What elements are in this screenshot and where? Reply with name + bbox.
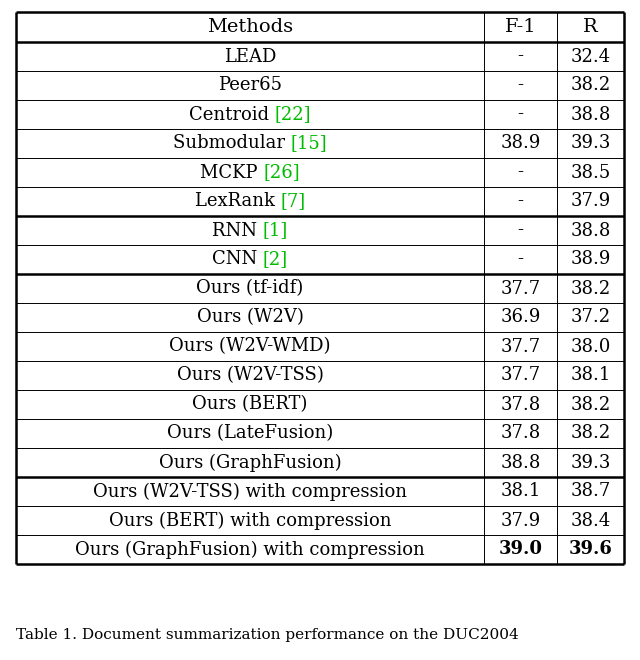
Text: LexRank: LexRank [195,193,280,211]
Text: Ours (BERT) with compression: Ours (BERT) with compression [109,512,391,529]
Text: [2]: [2] [263,251,288,269]
Text: Ours (W2V-TSS): Ours (W2V-TSS) [177,366,323,385]
Text: 38.2: 38.2 [570,77,611,94]
Text: Ours (GraphFusion) with compression: Ours (GraphFusion) with compression [75,541,425,558]
Text: R: R [583,18,598,36]
Text: 37.7: 37.7 [500,279,541,298]
Text: MCKP [26]: MCKP [26] [200,164,300,182]
Text: 37.8: 37.8 [500,395,541,414]
Text: LexRank [7]: LexRank [7] [195,193,305,211]
Text: Ours (LateFusion): Ours (LateFusion) [167,424,333,442]
Text: Centroid: Centroid [189,106,275,123]
Text: [1]: [1] [263,222,288,240]
Text: Ours (W2V-WMD): Ours (W2V-WMD) [169,337,331,356]
Text: 38.1: 38.1 [500,482,541,500]
Text: RNN: RNN [212,222,263,240]
Text: 32.4: 32.4 [570,48,611,65]
Text: Ours (W2V-TSS) with compression: Ours (W2V-TSS) with compression [93,482,407,501]
Text: Peer65: Peer65 [218,77,282,94]
Text: [2]: [2] [263,251,288,269]
Text: CNN: CNN [212,251,263,269]
Text: 38.2: 38.2 [570,279,611,298]
Text: Ours (W2V): Ours (W2V) [196,308,303,327]
Text: MCKP: MCKP [200,164,263,182]
Text: [22]: [22] [275,106,311,123]
Text: CNN [2]: CNN [2] [212,251,288,269]
Text: LexRank: LexRank [195,193,280,211]
Text: -: - [518,222,524,240]
Text: Ours (tf-idf): Ours (tf-idf) [196,279,303,298]
Text: Submodular: Submodular [173,135,291,152]
Text: RNN [1]: RNN [1] [212,222,288,240]
Text: MCKP: MCKP [200,164,263,182]
Text: 38.4: 38.4 [570,512,611,529]
Text: 38.2: 38.2 [570,424,611,442]
Text: 39.0: 39.0 [499,541,543,558]
Text: -: - [518,193,524,211]
Text: Centroid [22]: Centroid [22] [189,106,311,123]
Text: [15]: [15] [291,135,327,152]
Text: 38.5: 38.5 [570,164,611,182]
Text: Submodular [15]: Submodular [15] [173,135,327,152]
Text: [7]: [7] [280,193,305,211]
Text: 38.0: 38.0 [570,337,611,356]
Text: 38.8: 38.8 [570,106,611,123]
Text: 38.7: 38.7 [570,482,611,500]
Text: F-1: F-1 [505,18,536,36]
Text: 38.8: 38.8 [500,453,541,471]
Text: -: - [518,48,524,65]
Text: [26]: [26] [263,164,300,182]
Text: CNN: CNN [212,251,263,269]
Text: LEAD: LEAD [224,48,276,65]
Text: Submodular: Submodular [173,135,291,152]
Text: 36.9: 36.9 [500,308,541,327]
Text: 38.9: 38.9 [570,251,611,269]
Text: Ours (BERT): Ours (BERT) [192,395,308,414]
Text: Ours (GraphFusion): Ours (GraphFusion) [159,453,341,472]
Text: 38.9: 38.9 [500,135,541,152]
Text: [1]: [1] [263,222,288,240]
Text: 39.6: 39.6 [568,541,612,558]
Text: -: - [518,251,524,269]
Text: Methods: Methods [207,18,293,36]
Text: [15]: [15] [291,135,327,152]
Text: 39.3: 39.3 [570,135,611,152]
Text: 37.7: 37.7 [500,337,541,356]
Text: -: - [518,164,524,182]
Text: 38.8: 38.8 [570,222,611,240]
Text: [22]: [22] [275,106,311,123]
Text: [7]: [7] [280,193,305,211]
Text: 38.1: 38.1 [570,366,611,385]
Text: 39.3: 39.3 [570,453,611,471]
Text: 37.2: 37.2 [570,308,611,327]
Text: 37.8: 37.8 [500,424,541,442]
Text: 37.9: 37.9 [500,512,541,529]
Text: [26]: [26] [263,164,300,182]
Text: -: - [518,77,524,94]
Text: Table 1. Document summarization performance on the DUC2004: Table 1. Document summarization performa… [16,628,519,642]
Text: -: - [518,106,524,123]
Text: RNN: RNN [212,222,263,240]
Text: 38.2: 38.2 [570,395,611,414]
Text: 37.7: 37.7 [500,366,541,385]
Text: Centroid: Centroid [189,106,275,123]
Text: 37.9: 37.9 [570,193,611,211]
